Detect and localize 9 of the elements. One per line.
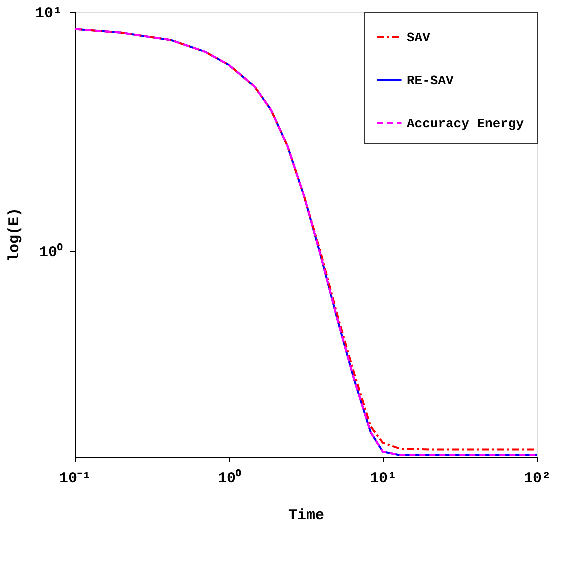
x-tick-label: 10⁻¹: [59, 470, 92, 488]
x-axis-title: Time: [288, 508, 325, 524]
legend-label: RE-SAV: [407, 74, 454, 88]
x-tick-label: 10⁰: [218, 468, 242, 488]
x-tick-label: 10¹: [370, 470, 398, 488]
y-axis-title: log(E): [6, 208, 24, 262]
x-tick-label: 10²: [524, 470, 552, 488]
legend-label: SAV: [407, 30, 431, 46]
legend-label: Accuracy Energy: [407, 116, 524, 132]
